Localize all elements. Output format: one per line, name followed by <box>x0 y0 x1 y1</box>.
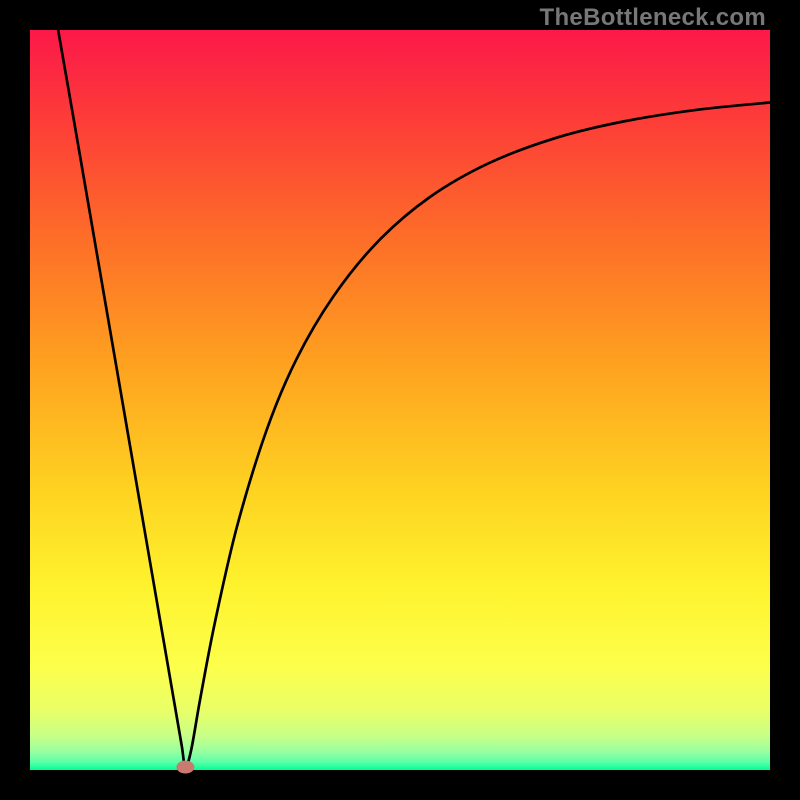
bottleneck-chart <box>0 0 800 800</box>
chart-background <box>30 30 770 770</box>
watermark-text: TheBottleneck.com <box>540 4 766 32</box>
optimal-point-marker <box>176 761 194 774</box>
